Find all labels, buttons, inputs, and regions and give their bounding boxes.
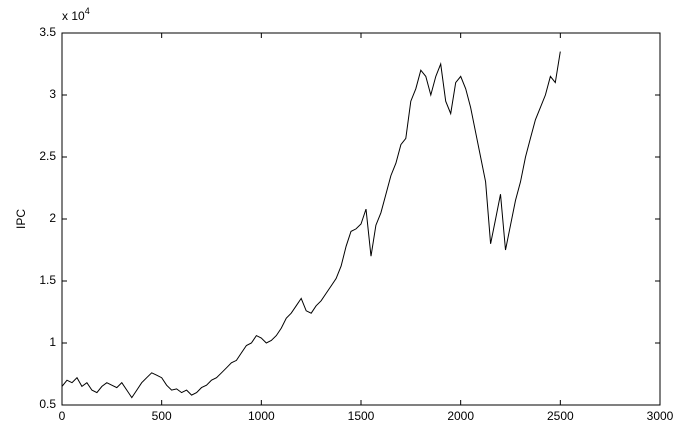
multiplier-exponent: 4: [85, 6, 90, 16]
x-tick-label: 0: [59, 409, 66, 423]
x-tick-label: 500: [152, 409, 172, 423]
y-tick-label: 0.5: [39, 397, 56, 411]
data-line: [61, 51, 561, 399]
x-tick-label: 2500: [547, 409, 574, 423]
x-tick-label: 3000: [647, 409, 674, 423]
y-tick-label: 2.5: [39, 149, 56, 163]
y-tick-label: 3: [49, 87, 56, 101]
y-multiplier: x 104: [62, 6, 90, 23]
y-tick-label: 3.5: [39, 25, 56, 39]
x-tick-label: 1000: [248, 409, 275, 423]
plot-box: [61, 32, 661, 406]
y-axis-label: IPC: [14, 209, 28, 229]
x-tick-label: 1500: [348, 409, 375, 423]
y-tick-label: 2: [49, 211, 56, 225]
y-tick-label: 1: [49, 335, 56, 349]
y-tick-label: 1.5: [39, 273, 56, 287]
x-tick-label: 2000: [447, 409, 474, 423]
multiplier-base: x 10: [62, 9, 85, 23]
